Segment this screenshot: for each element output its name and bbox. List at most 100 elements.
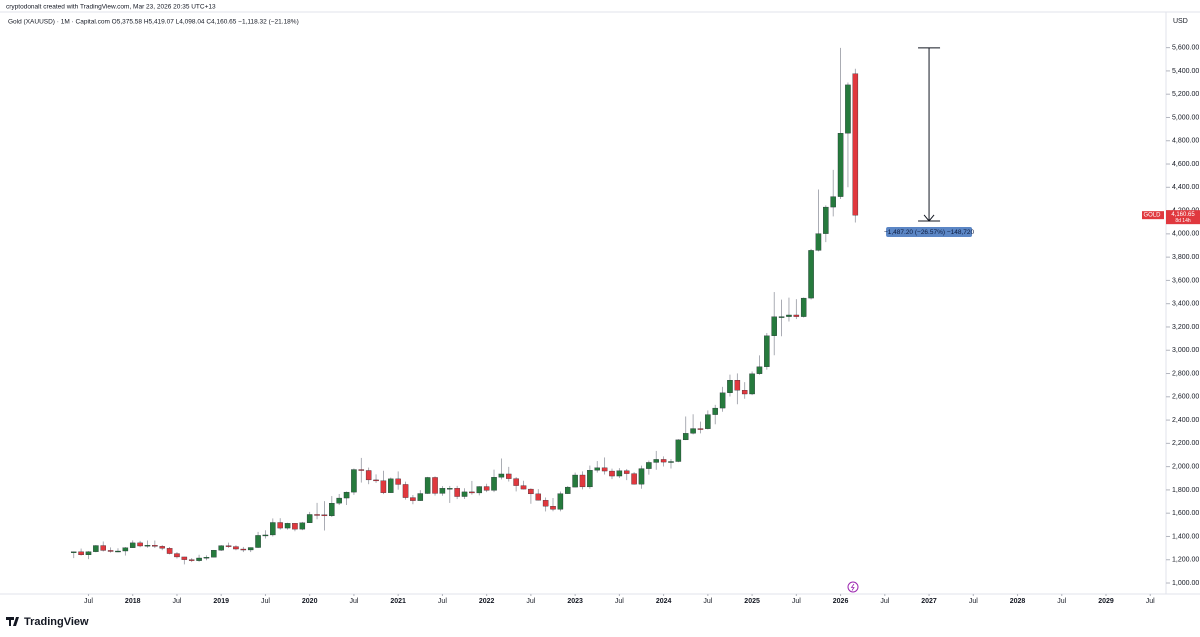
candle-body (144, 545, 151, 547)
x-tick-label: Jul (615, 598, 624, 605)
candle-body (233, 546, 239, 550)
y-tick-label: 5,600.00 (1172, 44, 1199, 51)
candle-body (808, 250, 814, 299)
candle-body (152, 545, 158, 547)
candle-body (306, 514, 313, 523)
y-tick-label: 1,000.00 (1172, 580, 1199, 587)
candle-body (188, 559, 195, 561)
measure-arrow (923, 214, 935, 222)
candle-body (682, 433, 689, 441)
x-tick-label: 2023 (567, 598, 583, 605)
x-tick-label: Jul (84, 598, 93, 605)
candle-body (845, 84, 851, 134)
x-tick-label: Jul (172, 598, 181, 605)
x-tick-label: 2019 (213, 598, 229, 605)
y-tick-label: 3,200.00 (1172, 324, 1199, 331)
legend: Gold (XAUUSD) · 1M · Capital.com O5,375.… (8, 19, 299, 26)
candle-body (616, 470, 623, 477)
y-tick-label: 3,600.00 (1172, 277, 1199, 284)
measure-label: −1,487.20 (−26.57%) −148,720 (884, 229, 975, 236)
y-tick-label: 1,200.00 (1172, 557, 1199, 564)
candle-body (653, 459, 659, 463)
x-tick-label: 2024 (656, 598, 672, 605)
price-label-countdown: 8d 14h (1175, 218, 1191, 224)
candle-body (424, 477, 431, 494)
candle-body (255, 535, 261, 548)
candle-body (122, 547, 129, 552)
y-tick-label: 5,400.00 (1172, 68, 1199, 75)
candle-body (609, 470, 615, 477)
candle-body (786, 314, 792, 317)
candle-body (107, 550, 114, 552)
candle-body (793, 314, 800, 317)
candle-body (196, 557, 202, 561)
candle-body (358, 469, 365, 471)
candle-body (646, 462, 652, 469)
candle-body (78, 551, 84, 556)
candle-body (557, 493, 564, 510)
candle-body (218, 545, 224, 551)
candle-body (100, 545, 106, 551)
candle-body (623, 470, 630, 474)
y-tick-label: 2,000.00 (1172, 463, 1199, 470)
candle-body (432, 477, 438, 494)
candle-body (528, 488, 534, 495)
candle-body (815, 233, 822, 251)
x-tick-label: Jul (880, 598, 889, 605)
candle-body (402, 484, 409, 498)
candle-body (764, 335, 770, 367)
price-label-value: 4,160.65 (1171, 212, 1195, 218)
candle-body (513, 478, 519, 486)
candle-body (727, 380, 733, 393)
x-tick-label: 2018 (125, 598, 141, 605)
candle-body (447, 488, 453, 490)
candle-body (601, 467, 608, 472)
event-icon (847, 581, 859, 593)
candle-body (749, 373, 755, 395)
candle-body (137, 542, 143, 547)
candle-body (417, 493, 424, 501)
candle-body (240, 548, 247, 551)
candle-body (343, 491, 350, 499)
candle-body (638, 468, 645, 485)
candle-body (852, 73, 859, 216)
candle-body (506, 473, 512, 479)
candle-body (388, 478, 394, 493)
y-tick-label: 4,000.00 (1172, 231, 1199, 238)
candle-body (660, 459, 667, 463)
x-tick-label: 2027 (921, 598, 937, 605)
y-tick-label: 2,800.00 (1172, 370, 1199, 377)
candle-body (697, 428, 704, 430)
candle-body (579, 474, 586, 488)
x-tick-label: 2022 (479, 598, 495, 605)
candle-body (159, 546, 165, 549)
candle-body (247, 547, 254, 551)
candle-body (115, 550, 121, 553)
x-tick-label: 2021 (390, 598, 406, 605)
candle-body (461, 491, 468, 497)
candle-body (712, 407, 718, 415)
candle-body (299, 522, 306, 530)
price-label-box (1166, 210, 1200, 225)
x-tick-label: 2020 (302, 598, 318, 605)
candle-body (520, 485, 527, 490)
y-tick-label: 5,000.00 (1172, 114, 1199, 121)
candle-body (225, 545, 232, 547)
event-icon (850, 583, 855, 591)
candle-body (565, 486, 571, 494)
x-tick-label: Jul (261, 598, 270, 605)
candle-body (270, 522, 276, 536)
credit: cryptodonalt created with TradingView.co… (6, 4, 216, 11)
candle-body (85, 551, 92, 556)
y-tick-label: 1,600.00 (1172, 510, 1199, 517)
candle-body (778, 316, 785, 318)
candle-body (498, 473, 505, 478)
candle-body (491, 477, 497, 491)
candle-body (203, 557, 210, 559)
candle-body (705, 414, 711, 429)
candle-body (631, 473, 637, 485)
candle-body (336, 497, 342, 504)
candle-body (572, 474, 578, 488)
candle-body (373, 479, 379, 482)
